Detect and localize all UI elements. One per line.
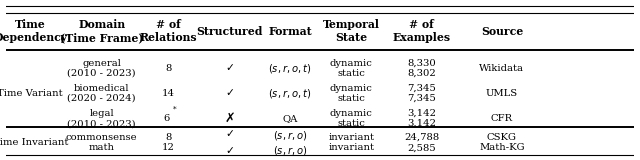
- Text: 8
12: 8 12: [162, 133, 175, 152]
- Text: 14: 14: [162, 89, 175, 98]
- Text: 7,345
7,345: 7,345 7,345: [407, 84, 436, 103]
- Text: ✓: ✓: [225, 146, 234, 156]
- Text: $(s, r, o)$
$(s, r, o)$: $(s, r, o)$ $(s, r, o)$: [273, 129, 307, 157]
- Text: ✗: ✗: [225, 112, 235, 125]
- Text: Time Invariant: Time Invariant: [0, 138, 68, 147]
- Text: Domain
(Time Frame): Domain (Time Frame): [60, 20, 143, 43]
- Text: Format: Format: [268, 26, 312, 37]
- Text: ✓: ✓: [225, 88, 234, 98]
- Text: 3,142
3,142: 3,142 3,142: [407, 109, 436, 128]
- Text: CFR: CFR: [491, 114, 513, 123]
- Text: QA: QA: [282, 114, 298, 123]
- Text: ✓: ✓: [225, 63, 234, 73]
- Text: dynamic
static: dynamic static: [330, 59, 372, 78]
- Text: Time
Dependency: Time Dependency: [0, 20, 67, 43]
- Text: ✓: ✓: [225, 129, 234, 139]
- Text: legal
(2010 - 2023): legal (2010 - 2023): [67, 109, 136, 128]
- Text: UMLS: UMLS: [486, 89, 518, 98]
- Text: 8: 8: [165, 64, 172, 73]
- Text: dynamic
static: dynamic static: [330, 109, 372, 128]
- Text: $(s, r, o, t)$: $(s, r, o, t)$: [268, 87, 312, 100]
- Text: invariant
invariant: invariant invariant: [328, 133, 374, 152]
- Text: Temporal
State: Temporal State: [323, 20, 380, 43]
- Text: 6: 6: [163, 114, 170, 123]
- Text: $(s, r, o, t)$: $(s, r, o, t)$: [268, 62, 312, 75]
- Text: dynamic
static: dynamic static: [330, 84, 372, 103]
- Text: # of
Examples: # of Examples: [392, 20, 451, 43]
- Text: general
(2010 - 2023): general (2010 - 2023): [67, 59, 136, 78]
- Text: *: *: [173, 106, 177, 114]
- Text: Wikidata: Wikidata: [479, 64, 524, 73]
- Text: Structured: Structured: [196, 26, 263, 37]
- Text: Time Variant: Time Variant: [0, 89, 63, 98]
- Text: commonsense
math: commonsense math: [66, 133, 138, 152]
- Text: CSKG
Math-KG: CSKG Math-KG: [479, 133, 525, 152]
- Text: biomedical
(2020 - 2024): biomedical (2020 - 2024): [67, 84, 136, 103]
- Text: 8,330
8,302: 8,330 8,302: [407, 59, 436, 78]
- Text: Source: Source: [481, 26, 523, 37]
- Text: # of
Relations: # of Relations: [140, 20, 197, 43]
- Text: 24,788
2,585: 24,788 2,585: [404, 133, 439, 152]
